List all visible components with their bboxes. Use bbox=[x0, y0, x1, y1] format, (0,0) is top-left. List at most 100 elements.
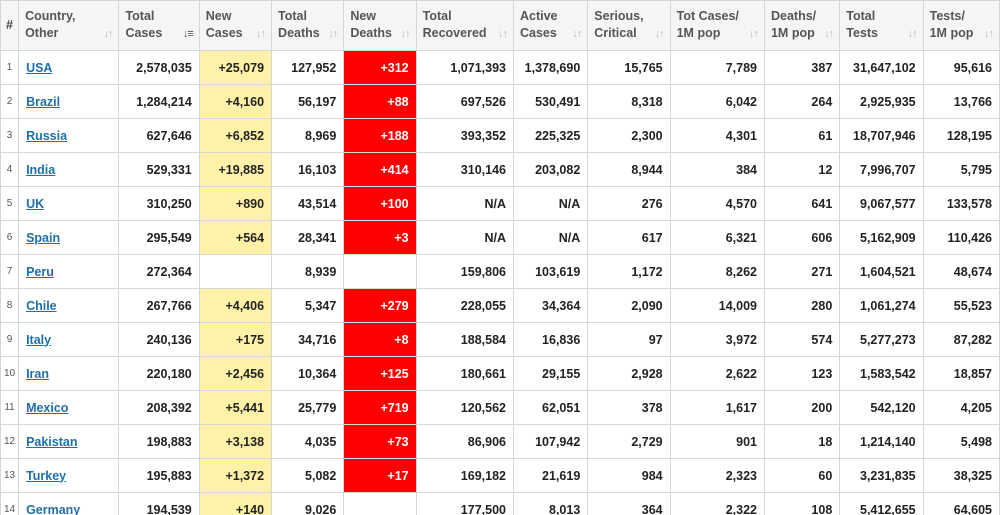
country-link[interactable]: Iran bbox=[26, 366, 49, 381]
sort-icon[interactable]: ↓↑ bbox=[907, 28, 918, 40]
column-header-total-recovered[interactable]: Total Recovered ↓↑ bbox=[415, 0, 514, 51]
cell-new-cases: +4,406 bbox=[198, 288, 273, 323]
table-row: 2 Brazil 1,284,214 +4,160 56,197 +88 697,526 53… bbox=[0, 84, 1000, 119]
column-header-total-cases[interactable]: Total Cases ↓≡ bbox=[118, 0, 200, 51]
cell-active-cases: 29,155 bbox=[512, 356, 589, 391]
cell-country: Turkey bbox=[18, 458, 120, 493]
cell-total-tests: 5,277,273 bbox=[839, 322, 924, 357]
cell-country: Spain bbox=[18, 220, 120, 255]
cell-deaths-1m: 641 bbox=[763, 186, 841, 221]
cell-total-cases: 2,578,035 bbox=[118, 50, 200, 85]
cell-deaths-1m: 61 bbox=[763, 118, 841, 153]
country-link[interactable]: Chile bbox=[26, 298, 57, 313]
cell-total-tests: 31,647,102 bbox=[839, 50, 924, 85]
cell-serious-critical: 276 bbox=[587, 186, 671, 221]
column-header-label-line1: Total bbox=[846, 9, 876, 23]
country-link[interactable]: Spain bbox=[26, 230, 61, 245]
country-link[interactable]: Peru bbox=[26, 264, 54, 279]
column-header-country[interactable]: Country, Other ↓↑ bbox=[18, 0, 120, 51]
cell-new-cases: +564 bbox=[198, 220, 273, 255]
column-header-total-tests[interactable]: Total Tests ↓↑ bbox=[839, 0, 924, 51]
column-header-serious-critical[interactable]: Serious, Critical ↓↑ bbox=[587, 0, 671, 51]
cell-tot-cases-1m: 384 bbox=[669, 152, 765, 187]
sort-descending-icon[interactable]: ↓≡ bbox=[182, 28, 194, 40]
cell-total-cases: 267,766 bbox=[118, 288, 200, 323]
sort-icon[interactable]: ↓↑ bbox=[748, 28, 759, 40]
cell-total-recovered: N/A bbox=[415, 220, 514, 255]
cell-serious-critical: 2,729 bbox=[587, 424, 671, 459]
cell-country: Russia bbox=[18, 118, 120, 153]
cell-total-tests: 7,996,707 bbox=[839, 152, 924, 187]
cell-serious-critical: 8,318 bbox=[587, 84, 671, 119]
column-header-label-line1: Tests/ bbox=[929, 9, 965, 23]
country-link[interactable]: Italy bbox=[26, 332, 52, 347]
cell-new-cases: +2,456 bbox=[198, 356, 273, 391]
cell-new-deaths bbox=[343, 254, 417, 289]
column-header-tot-cases-1m[interactable]: Tot Cases/1M pop ↓↑ bbox=[669, 0, 765, 51]
cell-new-cases: +140 bbox=[198, 492, 273, 515]
cell-tests-1m: 38,325 bbox=[922, 458, 1000, 493]
cell-deaths-1m: 264 bbox=[763, 84, 841, 119]
cell-new-deaths: +125 bbox=[343, 356, 417, 391]
cell-total-deaths: 56,197 bbox=[271, 84, 345, 119]
sort-icon[interactable]: ↓↑ bbox=[572, 28, 582, 40]
column-header-label-line2: Cases bbox=[519, 26, 557, 40]
cell-total-cases: 194,539 bbox=[118, 492, 200, 515]
sort-icon[interactable]: ↓↑ bbox=[654, 28, 665, 40]
column-header-num[interactable]: # bbox=[0, 0, 20, 51]
column-header-total-deaths[interactable]: Total Deaths ↓↑ bbox=[271, 0, 345, 51]
column-header-label-line1: Country, bbox=[25, 9, 76, 23]
sort-icon[interactable]: ↓↑ bbox=[824, 28, 834, 40]
country-link[interactable]: USA bbox=[26, 60, 53, 75]
cell-country: UK bbox=[18, 186, 120, 221]
cell-new-cases: +175 bbox=[198, 322, 273, 357]
sort-icon[interactable]: ↓↑ bbox=[256, 28, 266, 40]
cell-total-recovered: 188,584 bbox=[415, 322, 514, 357]
cell-country: India bbox=[18, 152, 120, 187]
country-link[interactable]: Turkey bbox=[26, 468, 67, 483]
cell-country: Pakistan bbox=[18, 424, 120, 459]
cell-new-deaths: +414 bbox=[343, 152, 417, 187]
country-link[interactable]: Mexico bbox=[26, 400, 69, 415]
cell-total-tests: 3,231,835 bbox=[839, 458, 924, 493]
column-header-label-line2: Cases bbox=[205, 26, 243, 40]
column-header-new-deaths[interactable]: New Deaths ↓↑ bbox=[343, 0, 417, 51]
table-body: 1 USA 2,578,035 +25,079 127,952 +312 1,071,393… bbox=[0, 50, 1000, 515]
country-link[interactable]: Russia bbox=[26, 128, 68, 143]
country-link[interactable]: Brazil bbox=[26, 94, 61, 109]
country-link[interactable]: Germany bbox=[26, 502, 81, 515]
column-header-tests-1m[interactable]: Tests/1M pop ↓↑ bbox=[922, 0, 1000, 51]
country-link[interactable]: Pakistan bbox=[26, 434, 78, 449]
column-header-deaths-1m[interactable]: Deaths/1M pop ↓↑ bbox=[763, 0, 841, 51]
column-header-label-line2: Tests bbox=[846, 26, 879, 40]
sort-icon[interactable]: ↓↑ bbox=[103, 28, 113, 40]
cell-tests-1m: 110,426 bbox=[922, 220, 1000, 255]
cell-total-deaths: 8,939 bbox=[271, 254, 345, 289]
cell-serious-critical: 15,765 bbox=[587, 50, 671, 85]
cell-tot-cases-1m: 6,042 bbox=[669, 84, 765, 119]
cell-total-cases: 310,250 bbox=[118, 186, 200, 221]
cell-active-cases: 103,619 bbox=[512, 254, 589, 289]
column-header-label-line1: New bbox=[205, 9, 232, 23]
sort-icon[interactable]: ↓↑ bbox=[400, 28, 411, 40]
cell-total-deaths: 16,103 bbox=[271, 152, 345, 187]
cell-tests-1m: 5,498 bbox=[922, 424, 1000, 459]
cell-new-cases: +6,852 bbox=[198, 118, 273, 153]
cell-tests-1m: 55,523 bbox=[922, 288, 1000, 323]
cell-active-cases: 530,491 bbox=[512, 84, 589, 119]
cell-serious-critical: 2,300 bbox=[587, 118, 671, 153]
cell-total-deaths: 127,952 bbox=[271, 50, 345, 85]
cell-serious-critical: 97 bbox=[587, 322, 671, 357]
country-link[interactable]: UK bbox=[26, 196, 45, 211]
column-header-active-cases[interactable]: Active Cases ↓↑ bbox=[512, 0, 589, 51]
country-link[interactable]: India bbox=[26, 162, 56, 177]
cell-total-deaths: 5,347 bbox=[271, 288, 345, 323]
column-header-new-cases[interactable]: New Cases ↓↑ bbox=[198, 0, 273, 51]
sort-icon[interactable]: ↓↑ bbox=[497, 28, 508, 40]
cell-deaths-1m: 18 bbox=[763, 424, 841, 459]
sort-icon[interactable]: ↓↑ bbox=[984, 28, 994, 40]
column-header-label-line1: Total bbox=[278, 9, 307, 23]
cell-total-tests: 1,214,140 bbox=[839, 424, 924, 459]
sort-icon[interactable]: ↓↑ bbox=[328, 28, 338, 40]
cell-total-recovered: 86,906 bbox=[415, 424, 514, 459]
